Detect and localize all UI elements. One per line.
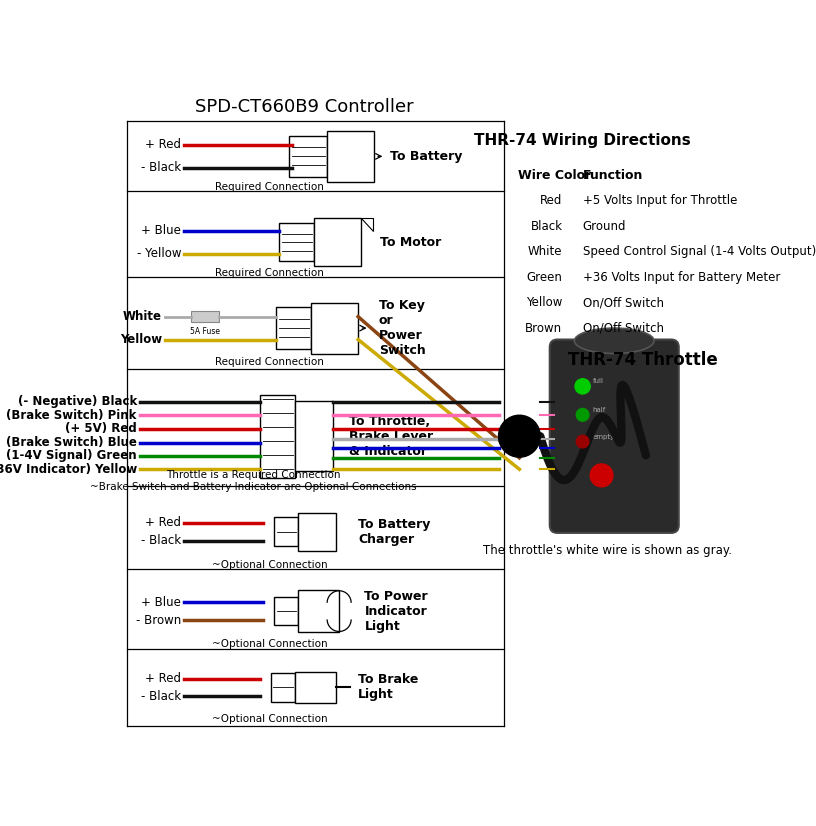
- Text: Black: Black: [530, 220, 562, 233]
- Text: + Blue: + Blue: [141, 225, 181, 237]
- Text: ~Optional Connection: ~Optional Connection: [212, 639, 327, 649]
- Text: + Red: + Red: [145, 672, 181, 685]
- Text: Red: Red: [540, 194, 562, 207]
- FancyBboxPatch shape: [276, 307, 311, 349]
- Text: (1-4V Signal) Green: (1-4V Signal) Green: [7, 449, 137, 463]
- Text: - Black: - Black: [141, 534, 181, 547]
- Text: Function: Function: [583, 169, 643, 182]
- Text: + Blue: + Blue: [141, 596, 181, 609]
- Text: THR-74 Throttle: THR-74 Throttle: [568, 351, 717, 369]
- Text: 5A Fuse: 5A Fuse: [190, 327, 220, 336]
- FancyBboxPatch shape: [274, 597, 298, 625]
- Text: (Brake Switch) Blue: (Brake Switch) Blue: [6, 436, 137, 449]
- Text: THR-74 Wiring Directions: THR-74 Wiring Directions: [474, 133, 691, 148]
- Text: full: full: [592, 377, 604, 383]
- Text: - Brown: - Brown: [135, 614, 181, 626]
- FancyBboxPatch shape: [271, 673, 295, 702]
- Text: To Motor: To Motor: [380, 235, 441, 249]
- FancyBboxPatch shape: [550, 339, 679, 533]
- FancyBboxPatch shape: [295, 401, 333, 471]
- Text: (- Negative) Black: (- Negative) Black: [17, 396, 137, 408]
- Text: + Red: + Red: [145, 516, 181, 529]
- Text: To Power
Indicator
Light: To Power Indicator Light: [365, 590, 428, 633]
- Text: On/Off Switch: On/Off Switch: [583, 321, 663, 335]
- Text: To Battery
Charger: To Battery Charger: [358, 518, 431, 546]
- FancyBboxPatch shape: [298, 591, 339, 632]
- Text: On/Off Switch: On/Off Switch: [583, 297, 663, 309]
- Text: To Throttle,
Brake Lever
& Indicator: To Throttle, Brake Lever & Indicator: [348, 415, 432, 458]
- Circle shape: [576, 435, 589, 448]
- Text: Required Connection: Required Connection: [215, 182, 324, 192]
- Text: - Black: - Black: [141, 161, 181, 174]
- Text: Yellow: Yellow: [120, 333, 162, 346]
- FancyBboxPatch shape: [260, 395, 295, 477]
- Text: White: White: [123, 310, 162, 323]
- Circle shape: [576, 409, 589, 421]
- Text: (Brake Switch) Pink: (Brake Switch) Pink: [7, 409, 137, 422]
- Text: Required Connection: Required Connection: [215, 268, 324, 278]
- FancyBboxPatch shape: [289, 135, 326, 177]
- Text: ~Optional Connection: ~Optional Connection: [212, 714, 327, 724]
- Ellipse shape: [574, 328, 654, 354]
- Text: To Brake
Light: To Brake Light: [358, 673, 419, 701]
- Text: Ground: Ground: [583, 220, 626, 233]
- FancyBboxPatch shape: [295, 672, 336, 704]
- FancyBboxPatch shape: [274, 517, 298, 546]
- Text: (+ 36V Indicator) Yellow: (+ 36V Indicator) Yellow: [0, 463, 137, 476]
- Text: The throttle's white wire is shown as gray.: The throttle's white wire is shown as gr…: [483, 544, 733, 558]
- Text: ~Optional Connection: ~Optional Connection: [212, 560, 327, 570]
- Text: - Yellow: - Yellow: [136, 247, 181, 260]
- Text: Green: Green: [526, 271, 562, 283]
- Text: (+ 5V) Red: (+ 5V) Red: [65, 422, 137, 435]
- Text: half: half: [592, 407, 606, 413]
- Text: Yellow: Yellow: [526, 297, 562, 309]
- Text: To Battery: To Battery: [390, 150, 462, 163]
- Text: Speed Control Signal (1-4 Volts Output): Speed Control Signal (1-4 Volts Output): [583, 245, 816, 259]
- Text: +5 Volts Input for Throttle: +5 Volts Input for Throttle: [583, 194, 737, 207]
- FancyBboxPatch shape: [298, 512, 336, 551]
- FancyBboxPatch shape: [279, 223, 314, 261]
- Text: empty: empty: [592, 434, 615, 440]
- Text: Wire Color: Wire Color: [518, 169, 592, 182]
- FancyBboxPatch shape: [326, 131, 374, 182]
- Text: White: White: [528, 245, 562, 259]
- Circle shape: [575, 378, 590, 394]
- Polygon shape: [361, 218, 373, 231]
- Text: Throttle is a Required Connection
~Brake Switch and Battery Indicator are Option: Throttle is a Required Connection ~Brake…: [91, 470, 417, 491]
- FancyBboxPatch shape: [314, 218, 361, 266]
- FancyBboxPatch shape: [190, 311, 219, 322]
- Circle shape: [499, 415, 540, 458]
- Text: Required Connection: Required Connection: [215, 358, 324, 368]
- Text: To Key
or
Power
Switch: To Key or Power Switch: [379, 299, 426, 357]
- FancyBboxPatch shape: [311, 302, 358, 354]
- Text: Brown: Brown: [526, 321, 562, 335]
- Text: - Black: - Black: [141, 690, 181, 703]
- Text: +36 Volts Input for Battery Meter: +36 Volts Input for Battery Meter: [583, 271, 780, 283]
- Text: + Red: + Red: [145, 139, 181, 151]
- Circle shape: [590, 464, 613, 487]
- Text: SPD-CT660B9 Controller: SPD-CT660B9 Controller: [195, 97, 414, 116]
